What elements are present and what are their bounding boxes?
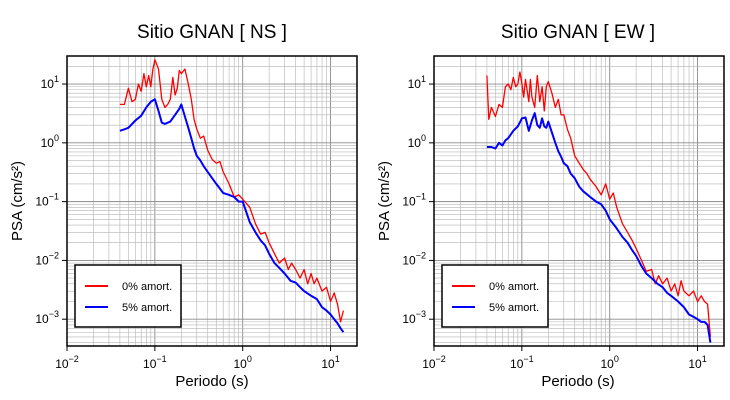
x-tick-label: 101 (321, 354, 339, 371)
x-tick-label: 101 (688, 354, 706, 371)
y-tick-label: 101 (41, 74, 59, 91)
x-tick-label: 10−2 (422, 354, 446, 371)
y-tick-label: 10−3 (35, 309, 59, 326)
plot-frame (66, 55, 358, 347)
y-tick-label: 10−3 (402, 309, 426, 326)
y-tick-label: 101 (408, 74, 426, 91)
legend-label: 5% amort. (489, 302, 539, 314)
panel-ew-ylabel: PSA (cm/s²) (376, 161, 393, 241)
y-tick-label: 100 (41, 133, 59, 150)
legend-label: 0% amort. (489, 281, 539, 293)
y-tick-label: 10−1 (35, 192, 59, 209)
x-tick-label: 10−1 (510, 354, 534, 371)
panel-ew: Sitio GNAN [ EW ] Periodo (s) PSA (cm/s²… (376, 22, 725, 390)
panel-ns-xlabel: Periodo (s) (175, 373, 248, 390)
y-tick-label: 10−2 (35, 250, 59, 267)
series-line-damped (486, 112, 712, 343)
plot-frame (433, 55, 725, 347)
y-tick-label: 100 (408, 133, 426, 150)
legend-label: 0% amort. (122, 281, 172, 293)
legend-label: 5% amort. (122, 302, 172, 314)
panel-ns-ylabel: PSA (cm/s²) (9, 161, 26, 241)
panel-ns-title: Sitio GNAN [ NS ] (137, 22, 287, 43)
y-tick-label: 10−1 (402, 192, 426, 209)
x-tick-label: 10−1 (143, 354, 167, 371)
x-tick-label: 10−2 (55, 354, 79, 371)
panel-ew-xlabel: Periodo (s) (541, 373, 614, 390)
series-line-undamped (486, 71, 712, 337)
legend-box (441, 264, 549, 328)
x-tick-label: 100 (234, 354, 252, 371)
series-line-damped (119, 98, 345, 333)
x-tick-label: 100 (601, 354, 619, 371)
panel-ns: Sitio GNAN [ NS ] Periodo (s) PSA (cm/s²… (9, 22, 358, 390)
series-line-undamped (119, 59, 345, 323)
panel-ew-title: Sitio GNAN [ EW ] (501, 22, 655, 43)
y-tick-label: 10−2 (402, 250, 426, 267)
legend-box (74, 264, 182, 328)
